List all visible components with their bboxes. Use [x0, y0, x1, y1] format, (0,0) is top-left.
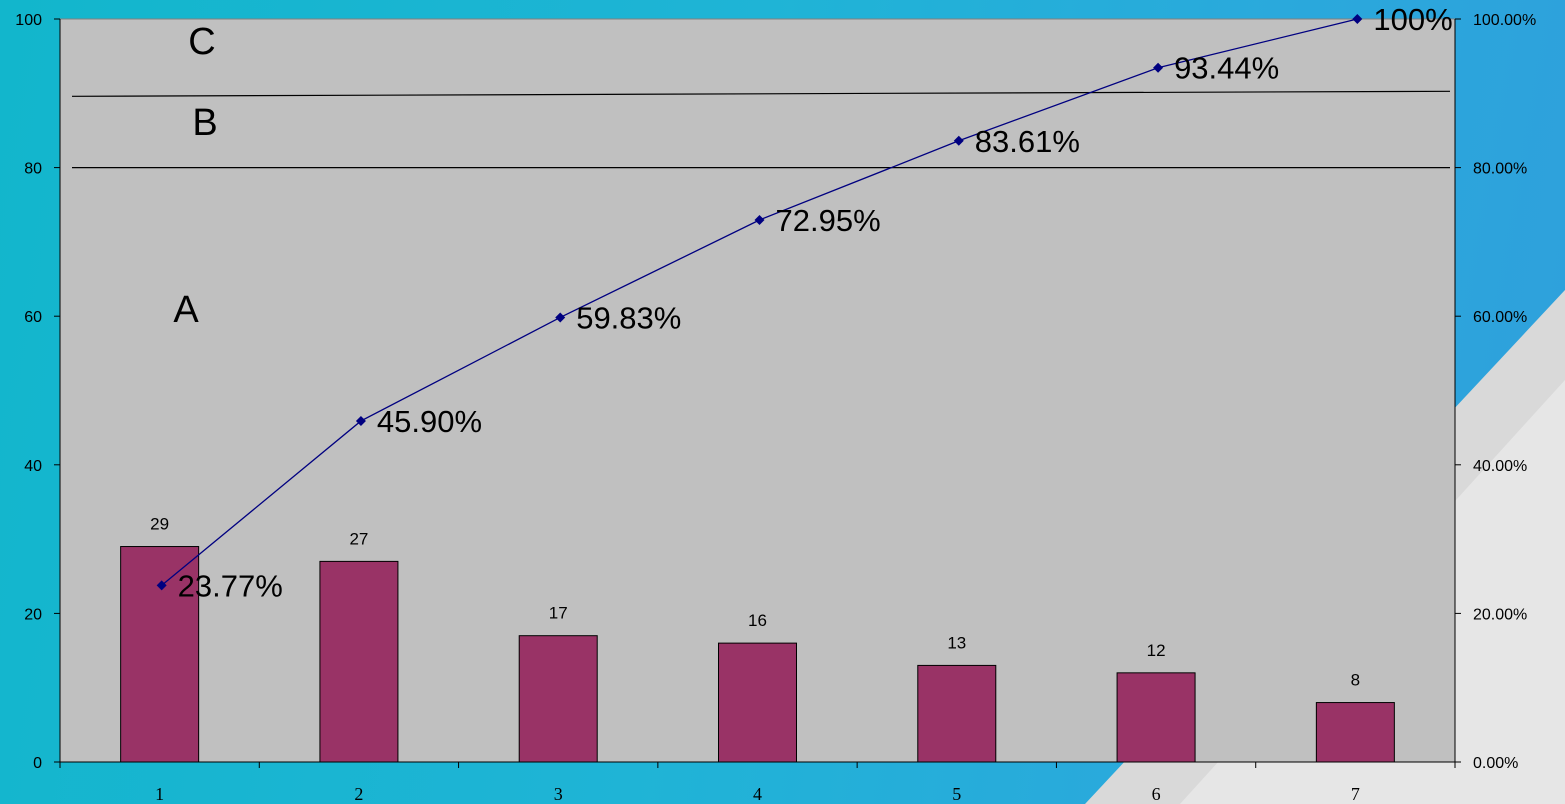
left-tick-label: 60: [24, 309, 42, 326]
bar-label-3: 17: [549, 604, 568, 623]
cumulative-point-3: [555, 312, 566, 323]
x-tick-label-6: 6: [1152, 784, 1161, 804]
right-tick-label: 100.00%: [1473, 12, 1536, 29]
bar-label-4: 16: [748, 611, 767, 630]
bar-label-2: 27: [349, 529, 368, 548]
x-tick-label-5: 5: [952, 784, 961, 804]
cumulative-point-4: [754, 214, 765, 225]
cumulative-label-6: 93.44%: [1174, 51, 1279, 86]
zone-boundaries: [71, 90, 1451, 169]
bar-data-labels: 29 27 17 16 13 12 8: [150, 515, 1360, 690]
zone-label-C: C: [188, 21, 215, 63]
bar-label-7: 8: [1351, 671, 1360, 690]
right-tick-label: 60.00%: [1473, 309, 1527, 326]
x-tick-label-1: 1: [155, 784, 164, 804]
left-tick-label: 40: [24, 458, 42, 475]
bar-label-6: 12: [1147, 641, 1166, 660]
cumulative-label-2: 45.90%: [377, 404, 482, 439]
zone-labels: A BC: [173, 21, 217, 331]
bar-label-1: 29: [150, 515, 169, 534]
cumulative-label-1: 23.77%: [178, 568, 283, 603]
cumulative-label-4: 72.95%: [776, 203, 881, 238]
bar-3: [518, 635, 598, 763]
cumulative-point-7: [1352, 14, 1363, 24]
x-tick-label-2: 2: [354, 784, 363, 804]
bar-5: [917, 664, 997, 763]
cumulative-label-3: 59.83%: [576, 300, 681, 335]
cumulative-point-5: [953, 135, 964, 146]
bar-7: [1315, 702, 1395, 763]
x-tick-label-4: 4: [753, 784, 762, 804]
cumulative-label-5: 83.61%: [975, 124, 1080, 159]
right-tick-label: 80.00%: [1473, 161, 1527, 178]
cumulative-data-labels: 23.77% 45.90% 59.83% 72.95% 83.61% 93.44% 100%: [178, 2, 1453, 603]
right-tick-label: 40.00%: [1473, 458, 1527, 475]
cumulative-label-7: 100%: [1373, 2, 1452, 37]
bar-6: [1116, 672, 1196, 763]
cumulative-point-6: [1153, 62, 1164, 73]
left-tick-label: 100: [15, 12, 42, 29]
x-tick-label-3: 3: [554, 784, 563, 804]
right-tick-label: 20.00%: [1473, 606, 1527, 623]
zone-label-A: A: [173, 289, 199, 331]
plot-area: [59, 18, 1456, 763]
bar-2: [319, 560, 399, 763]
axes: 0 0.00% 20 20.00% 40 40.00% 60 60.00% 80 80.00% 10…: [15, 12, 1536, 804]
left-tick-label: 20: [24, 606, 42, 623]
left-tick-label: 0: [33, 755, 42, 772]
bar-4: [718, 642, 797, 763]
right-tick-label: 0.00%: [1473, 755, 1518, 772]
zone-line-90: [71, 90, 1451, 97]
zone-label-B: B: [192, 102, 217, 144]
bar-label-5: 13: [947, 633, 966, 652]
x-tick-label-7: 7: [1351, 784, 1360, 804]
left-tick-label: 80: [24, 161, 42, 178]
cumulative-point-2: [355, 415, 366, 426]
cumulative-point-1: [156, 580, 167, 591]
cumulative-line-series: [156, 14, 1363, 591]
